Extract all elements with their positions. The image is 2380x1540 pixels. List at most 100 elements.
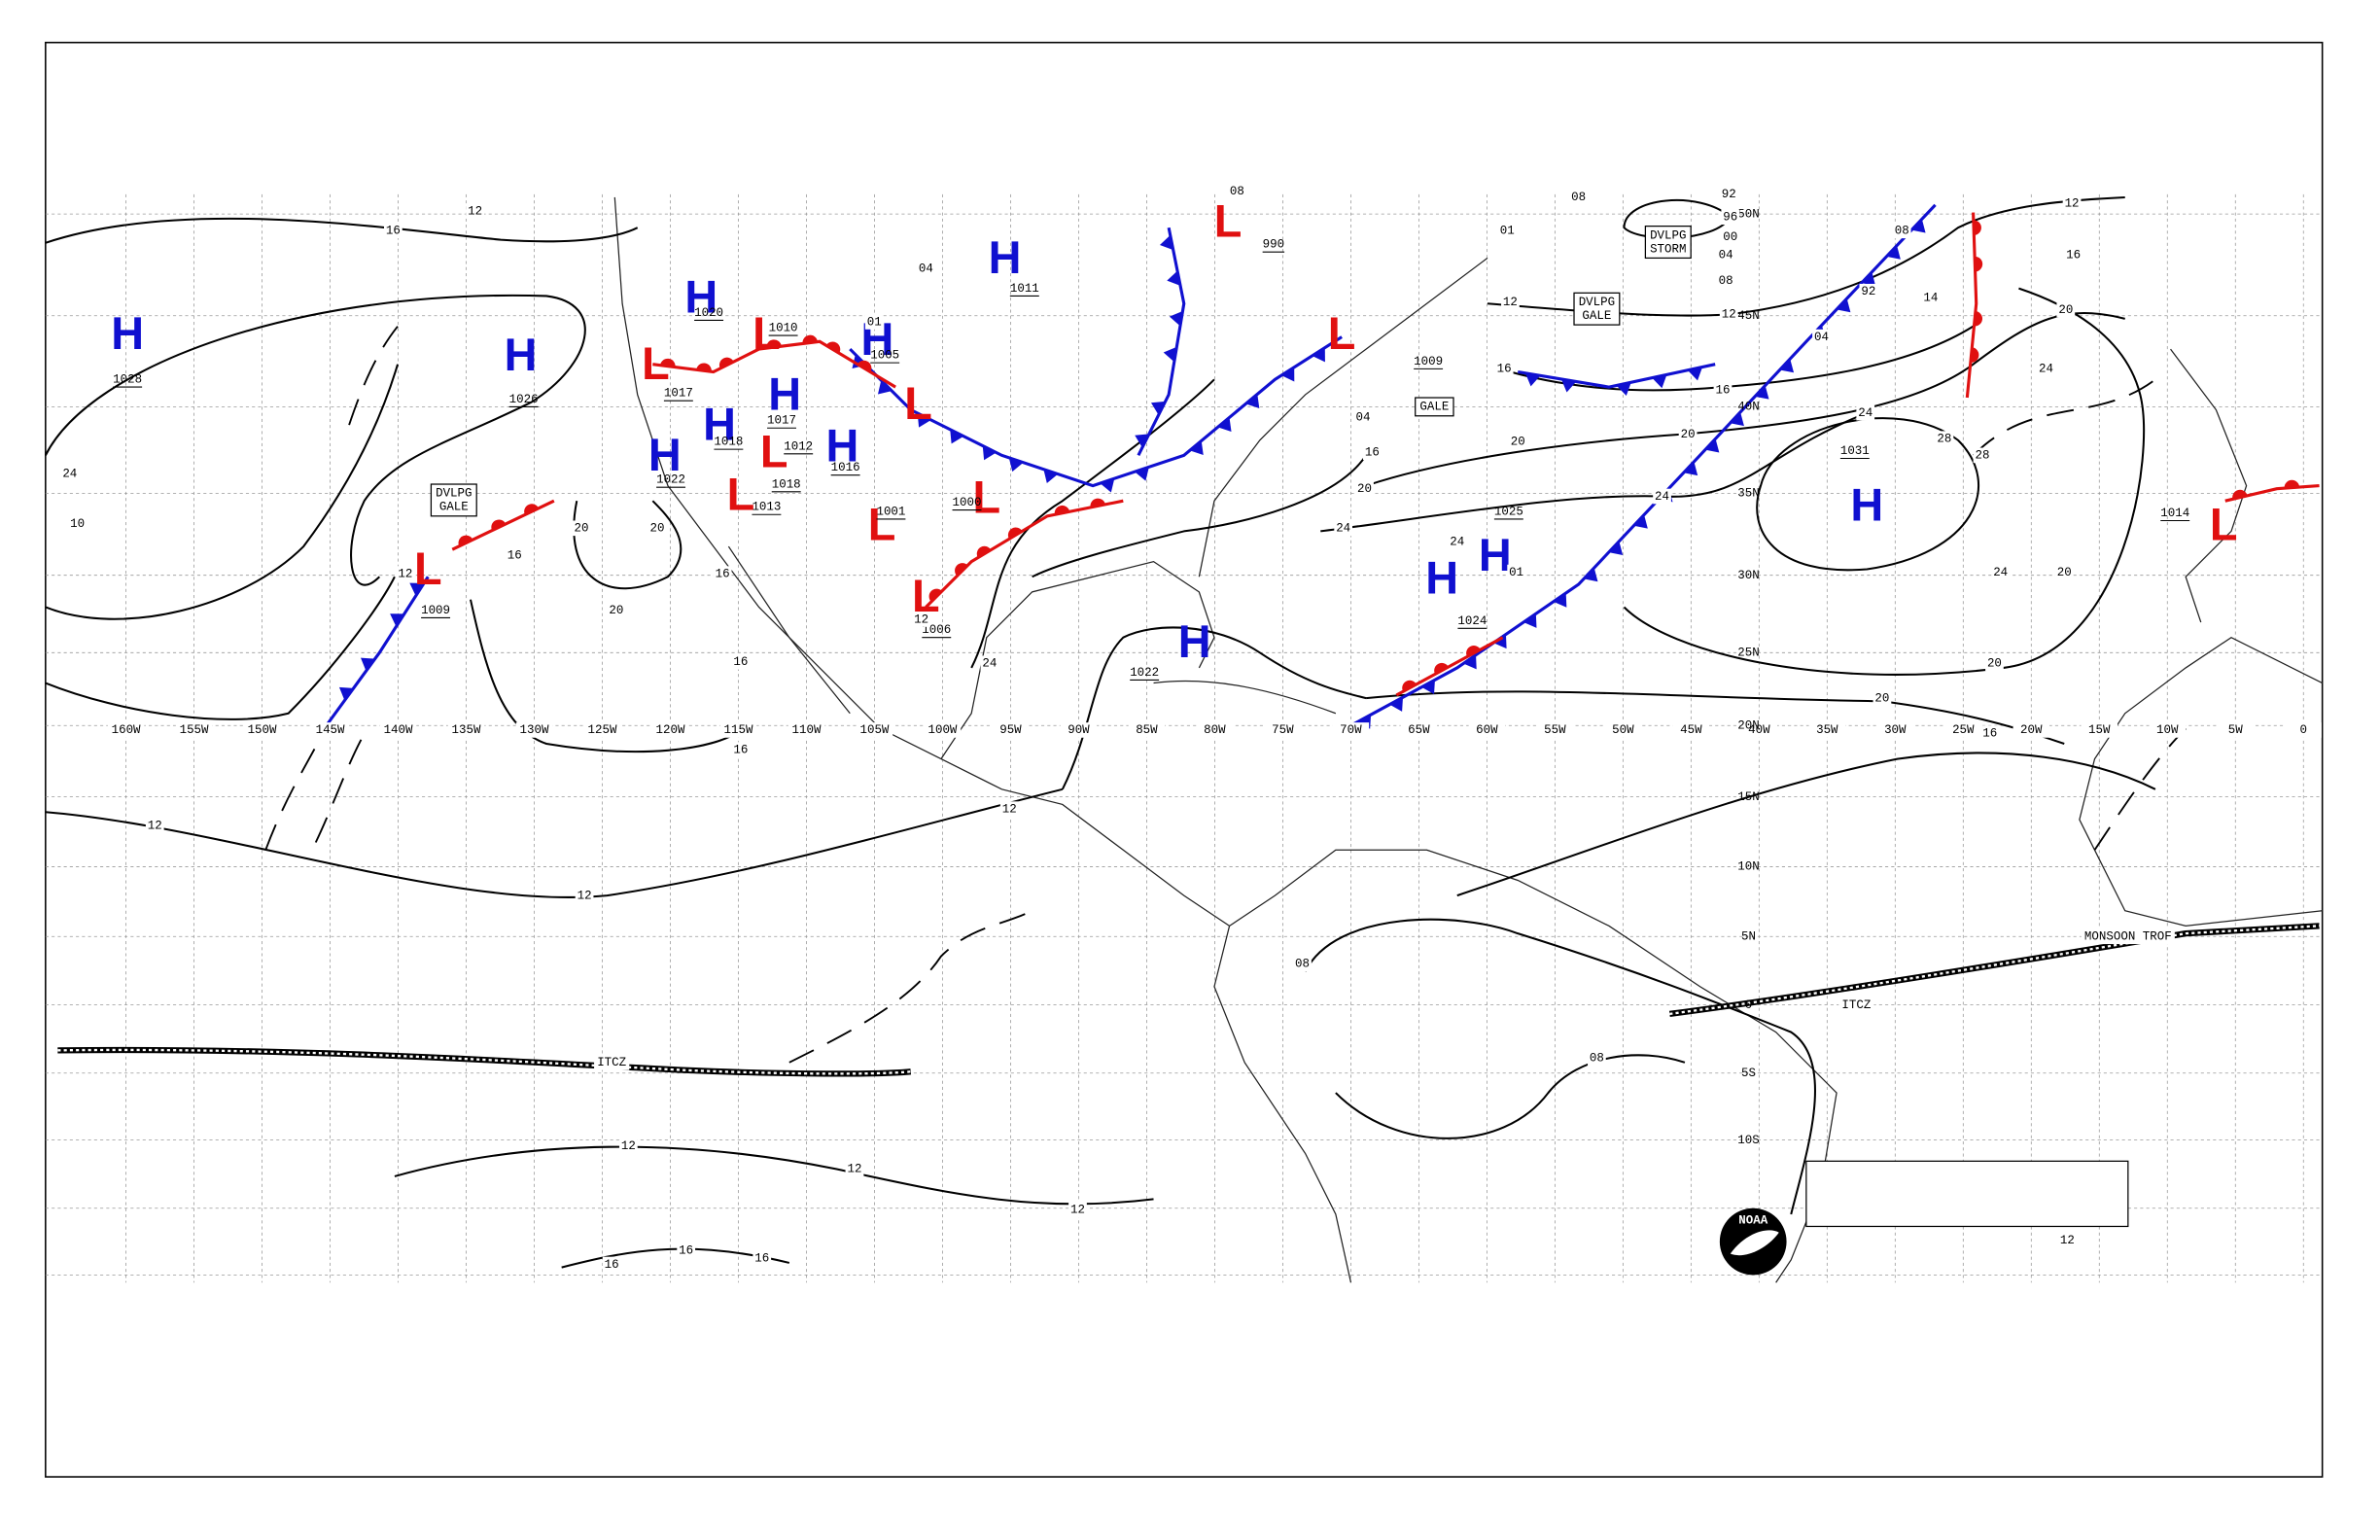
pressure-center-symbol: H	[1850, 479, 1883, 530]
longitude-label: 0	[2300, 723, 2307, 737]
isobar-label: 20	[1511, 436, 1525, 449]
isobar-label: 16	[679, 1244, 693, 1258]
isobar-label: 08	[1590, 1051, 1604, 1065]
coastline	[1198, 257, 1488, 578]
pressure-center-symbol: H	[989, 232, 1022, 283]
cold-front-pip	[390, 613, 404, 627]
label-backing	[1569, 190, 1589, 205]
warm-front-pip	[1975, 256, 1983, 272]
logo-gull	[1730, 1230, 1779, 1256]
warning-text: GALE	[1419, 401, 1449, 414]
cold-front-pip	[1704, 438, 1720, 453]
latitude-label: 5S	[1741, 1067, 1756, 1080]
label-backing	[1921, 290, 1941, 305]
label-backing	[618, 1138, 638, 1154]
coastline	[1153, 680, 1337, 715]
latitude-label: 50N	[1737, 207, 1759, 221]
label-backing	[1935, 431, 1954, 446]
trough	[264, 724, 328, 851]
pressure-center-symbol: L	[1214, 195, 1242, 246]
label-backing	[572, 520, 591, 537]
isobar-label: 12	[847, 1162, 861, 1175]
label-backing	[2064, 247, 2082, 263]
cold-front-pip	[1493, 634, 1507, 649]
warning-text: GALE	[1582, 309, 1611, 323]
cold-front-pip	[1886, 245, 1901, 260]
central-pressure: 1009	[1414, 355, 1443, 368]
label-backing	[1856, 404, 1875, 421]
isobar	[1032, 454, 1367, 578]
isobar-label: 12	[1503, 296, 1518, 309]
label-backing	[752, 1250, 772, 1267]
warm-front-pip	[1090, 498, 1105, 508]
isobar-label: 20	[574, 522, 588, 536]
warm-front-pip	[928, 588, 942, 602]
pressure-center-symbol: H	[768, 368, 801, 419]
warm-front-pip	[1466, 646, 1481, 657]
trough	[1972, 378, 2156, 457]
banner-label: ITCZ	[597, 1056, 626, 1069]
label-backing	[1672, 722, 1710, 738]
isobar	[1061, 626, 1367, 790]
warning-box	[1573, 292, 1621, 326]
label-backing	[1128, 722, 1166, 738]
coastline	[613, 196, 1230, 927]
isobar-label: 08	[1895, 225, 1909, 238]
coastline	[727, 545, 851, 715]
cold-front-line	[1517, 363, 1716, 389]
isobar	[970, 378, 1215, 669]
warning-box	[430, 483, 477, 517]
isobar-label: 24	[1450, 536, 1464, 549]
isobar	[573, 500, 682, 590]
isobar-label: 28	[1937, 432, 1951, 445]
label-backing	[1653, 488, 1671, 505]
isobar-label: 01	[1509, 566, 1523, 579]
label-backing	[1980, 725, 2000, 741]
longitude-label: 80W	[1204, 723, 1226, 737]
isobar-label: 24	[1336, 522, 1350, 536]
label-backing	[1334, 520, 1353, 537]
label-backing	[1353, 409, 1373, 426]
longitude-label: 125W	[588, 723, 617, 737]
trough	[788, 909, 1033, 1064]
cold-front-pip	[409, 582, 425, 596]
label-backing	[396, 566, 415, 581]
cold-front-pip	[1730, 411, 1744, 427]
label-backing	[1588, 1050, 1606, 1066]
isobar-label: 24	[62, 467, 77, 480]
cold-front-pip	[1189, 440, 1204, 455]
isobar-label: 08	[1295, 958, 1310, 971]
cold-front-pip	[1553, 592, 1567, 608]
label-backing	[1740, 722, 1778, 738]
label-backing	[2056, 301, 2076, 318]
latitude-label: 45N	[1737, 309, 1759, 323]
isobar	[1456, 752, 2156, 897]
banner-backing	[2081, 928, 2175, 945]
isobar-label: 24	[1858, 406, 1872, 420]
label-backing	[1991, 564, 2011, 580]
longitude-label: 160W	[112, 723, 141, 737]
isobar-label: 12	[2060, 1234, 2075, 1247]
label-backing	[175, 722, 213, 738]
isobar-label: 92	[1861, 285, 1875, 298]
cold-front-line	[849, 335, 1343, 488]
label-backing	[1719, 306, 1738, 322]
cold-front-pip	[1836, 298, 1851, 313]
isobar-label: 12	[148, 820, 162, 833]
label-backing	[1507, 564, 1526, 580]
warm-front-line	[1965, 212, 1978, 399]
label-backing	[447, 722, 485, 738]
cold-front-pip	[1281, 367, 1295, 382]
label-backing	[383, 223, 402, 239]
isobar-label: 08	[1719, 274, 1733, 288]
fronts	[325, 203, 2320, 729]
pressure-center-symbol: L	[752, 308, 781, 359]
label-backing	[1719, 187, 1738, 202]
warm-front-pip	[976, 545, 992, 558]
trough	[314, 727, 368, 843]
trough	[2093, 727, 2187, 851]
longitude-label: 90W	[1068, 723, 1090, 737]
warm-front-pip	[2284, 479, 2300, 489]
isobar-label: 04	[1719, 249, 1733, 262]
label-backing	[924, 722, 962, 738]
